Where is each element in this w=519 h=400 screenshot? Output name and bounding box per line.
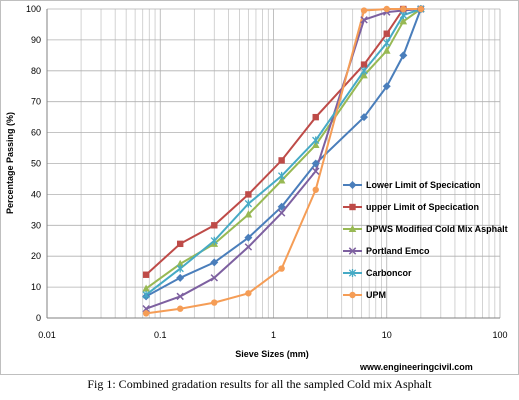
data-point-dpws-modified-cold-mix-asphalt (176, 259, 184, 267)
data-point-portland-emco (142, 304, 150, 313)
data-point-upm (211, 299, 218, 306)
data-point-upm (417, 5, 425, 13)
x-tick-label: 0.01 (38, 330, 56, 340)
data-point-dpws-modified-cold-mix-asphalt (142, 284, 150, 292)
series-line-portland-emco (145, 8, 421, 310)
legend-marker-dpws-modified-cold-mix-asphalt (348, 224, 357, 232)
data-point-lower-limit-of-specication (382, 82, 391, 91)
data-point-upper-limit-of-specication (142, 271, 150, 278)
data-point-carboncor (244, 199, 253, 208)
data-point-lower-limit-of-specication (277, 202, 286, 211)
data-point-lower-limit-of-specication (311, 159, 320, 168)
series-markers (142, 4, 425, 317)
data-point-carboncor (176, 264, 184, 273)
x-tick-label: 100 (492, 330, 507, 340)
data-point-carboncor (142, 290, 150, 299)
data-point-upm (245, 290, 252, 297)
data-point-upm (176, 305, 184, 312)
data-point-dpws-modified-cold-mix-asphalt (399, 17, 408, 25)
y-tick-label: 80 (31, 66, 41, 76)
legend-label-lower-limit-of-specication: Lower Limit of Specication (366, 180, 481, 190)
data-point-dpws-modified-cold-mix-asphalt (311, 140, 320, 148)
data-point-lower-limit-of-specication (360, 113, 369, 122)
data-point-carboncor (277, 171, 286, 180)
data-point-upper-limit-of-specication (176, 240, 184, 248)
data-point-upm (383, 5, 390, 13)
y-tick-label: 20 (31, 251, 41, 261)
axes: 0 10 20 30 40 50 60 70 80 90 100 0.01 0.1 1 10 100 (26, 4, 508, 340)
y-axis-title: Percentage Passing (%) (5, 112, 15, 214)
data-point-portland-emco (312, 167, 320, 175)
data-point-upper-limit-of-specication (312, 113, 319, 121)
y-tick-label: 10 (31, 282, 41, 292)
series-lines (145, 8, 422, 315)
data-point-upper-limit-of-specication (360, 61, 368, 68)
figure-caption: Fig 1: Combined gradation results for al… (87, 377, 432, 391)
data-point-dpws-modified-cold-mix-asphalt (360, 71, 368, 79)
y-tick-label: 60 (31, 128, 41, 138)
data-point-portland-emco (244, 243, 253, 251)
data-point-carboncor (210, 236, 218, 245)
legend-marker-portland-emco (348, 247, 357, 255)
data-point-upper-limit-of-specication (383, 30, 390, 37)
y-tick-label: 100 (26, 4, 41, 14)
data-point-portland-emco (277, 209, 286, 217)
data-point-lower-limit-of-specication (210, 258, 219, 267)
legend-label-carboncor: Carboncor (366, 268, 412, 278)
y-tick-label: 70 (31, 97, 41, 107)
data-point-dpws-modified-cold-mix-asphalt (382, 46, 391, 54)
series-line-upm (145, 8, 421, 315)
series-line-upper-limit-of-specication (145, 8, 421, 276)
data-point-dpws-modified-cold-mix-asphalt (277, 176, 286, 184)
source-credit: www.engineeringcivil.com (359, 362, 473, 372)
data-point-upm (400, 5, 407, 13)
legend-marker-lower-limit-of-specication (348, 181, 357, 189)
x-tick-label: 10 (382, 330, 392, 340)
x-axis-title: Sieve Sizes (mm) (235, 349, 309, 359)
data-point-upm (360, 7, 368, 14)
x-tick-label: 0.1 (154, 330, 167, 340)
data-point-carboncor (383, 38, 391, 47)
data-point-carboncor (360, 66, 368, 75)
y-tick-label: 50 (31, 159, 41, 169)
legend-label-upper-limit-of-specication: upper Limit of Specication (366, 202, 479, 212)
data-point-portland-emco (360, 16, 368, 24)
legend-marker-upm (349, 291, 356, 299)
data-point-dpws-modified-cold-mix-asphalt (244, 210, 253, 218)
series-line-carboncor (145, 8, 422, 296)
data-point-carboncor (312, 136, 320, 145)
data-point-lower-limit-of-specication (176, 273, 185, 282)
data-point-upper-limit-of-specication (278, 157, 285, 164)
legend: Lower Limit of Specication upper Limit of… (343, 180, 508, 300)
chart-frame (0, 0, 519, 375)
data-point-lower-limit-of-specication (244, 233, 253, 242)
y-tick-label: 40 (31, 189, 41, 199)
y-tick-label: 30 (31, 220, 41, 230)
legend-marker-carboncor (348, 269, 357, 277)
data-point-upm (142, 310, 150, 317)
x-tick-label: 1 (271, 330, 276, 340)
series-line-lower-limit-of-specication (145, 8, 422, 298)
data-point-upm (312, 186, 319, 193)
data-point-lower-limit-of-specication (399, 51, 408, 60)
data-point-upper-limit-of-specication (211, 222, 218, 229)
legend-label-portland-emco: Portland Emco (366, 246, 430, 256)
legend-label-dpws-modified-cold-mix-asphalt: DPWS Modified Cold Mix Asphalt (366, 224, 508, 234)
data-point-upper-limit-of-specication (245, 191, 252, 198)
data-point-portland-emco (210, 274, 219, 282)
data-point-upm (278, 265, 285, 272)
y-tick-label: 0 (36, 313, 41, 323)
data-point-portland-emco (176, 292, 184, 301)
legend-marker-upper-limit-of-specication (349, 203, 356, 211)
legend-label-upm: UPM (366, 290, 386, 300)
data-point-carboncor (399, 11, 407, 20)
y-tick-label: 90 (31, 35, 41, 45)
